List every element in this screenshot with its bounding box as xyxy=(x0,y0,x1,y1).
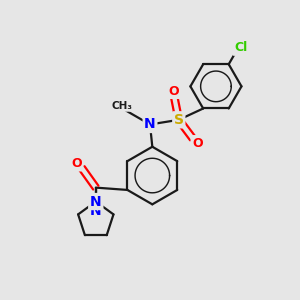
Text: O: O xyxy=(192,136,203,149)
Text: Cl: Cl xyxy=(234,41,247,54)
Text: CH₃: CH₃ xyxy=(112,101,133,111)
Text: N: N xyxy=(90,194,102,208)
Text: O: O xyxy=(169,85,179,98)
Text: O: O xyxy=(71,157,82,170)
Text: S: S xyxy=(174,113,184,127)
Text: N: N xyxy=(144,118,156,131)
Text: N: N xyxy=(90,204,102,218)
